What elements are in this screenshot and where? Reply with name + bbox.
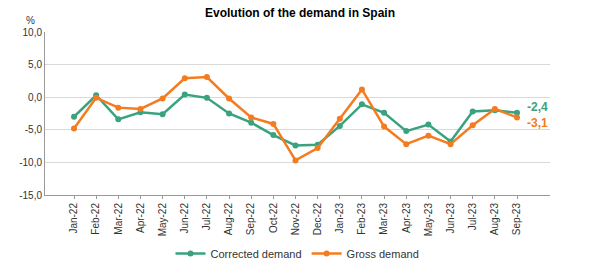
svg-text:Oct-22: Oct-22 <box>268 203 279 233</box>
svg-text:-10,0: -10,0 <box>19 157 42 168</box>
svg-text:Corrected demand: Corrected demand <box>211 248 302 260</box>
svg-text:Aug-23: Aug-23 <box>489 203 500 236</box>
svg-text:Jun-23: Jun-23 <box>445 203 456 234</box>
svg-text:Jul-22: Jul-22 <box>201 203 212 231</box>
svg-text:Feb-22: Feb-22 <box>90 203 101 235</box>
svg-text:Feb-23: Feb-23 <box>356 203 367 235</box>
svg-text:0,0: 0,0 <box>28 92 42 103</box>
svg-text:10,0: 10,0 <box>23 27 43 38</box>
svg-text:Mar-23: Mar-23 <box>378 203 389 235</box>
svg-text:Apr-22: Apr-22 <box>135 203 146 233</box>
svg-text:Jul-23: Jul-23 <box>467 203 478 231</box>
svg-text:May-23: May-23 <box>423 203 434 237</box>
svg-text:-2,4: -2,4 <box>527 100 548 114</box>
svg-text:Sep-23: Sep-23 <box>511 203 522 236</box>
svg-text:Dec-22: Dec-22 <box>312 203 323 236</box>
svg-text:-3,1: -3,1 <box>527 116 548 130</box>
svg-text:5,0: 5,0 <box>28 59 42 70</box>
svg-text:%: % <box>26 15 35 26</box>
svg-text:Jan-23: Jan-23 <box>334 203 345 234</box>
svg-text:Gross demand: Gross demand <box>347 248 419 260</box>
svg-text:Aug-22: Aug-22 <box>223 203 234 236</box>
svg-text:Sep-22: Sep-22 <box>245 203 256 236</box>
svg-text:-5,0: -5,0 <box>25 124 43 135</box>
svg-text:Apr-23: Apr-23 <box>401 203 412 233</box>
svg-text:Jun-22: Jun-22 <box>179 203 190 234</box>
svg-text:Jan-22: Jan-22 <box>68 203 79 234</box>
svg-text:-15,0: -15,0 <box>19 190 42 201</box>
svg-text:Mar-22: Mar-22 <box>113 203 124 235</box>
svg-text:Nov-22: Nov-22 <box>290 203 301 236</box>
svg-text:Evolution of the demand in Spa: Evolution of the demand in Spain <box>205 6 395 20</box>
svg-text:May-22: May-22 <box>157 203 168 237</box>
